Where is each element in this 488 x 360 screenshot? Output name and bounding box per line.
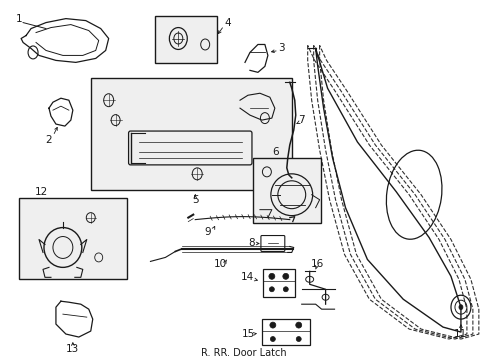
Text: 15: 15 xyxy=(241,329,254,339)
Ellipse shape xyxy=(458,305,462,310)
Text: 13: 13 xyxy=(66,344,80,354)
Ellipse shape xyxy=(269,322,275,328)
Text: 6: 6 xyxy=(272,147,279,157)
Ellipse shape xyxy=(269,287,274,292)
Ellipse shape xyxy=(283,287,288,292)
Text: 9: 9 xyxy=(204,226,211,237)
Text: 2: 2 xyxy=(45,135,52,145)
Text: 14: 14 xyxy=(240,272,253,282)
Bar xyxy=(263,269,294,297)
Text: R. RR. Door Latch: R. RR. Door Latch xyxy=(201,348,286,358)
Text: 11: 11 xyxy=(453,329,467,339)
Text: 5: 5 xyxy=(191,195,198,205)
Text: 3: 3 xyxy=(278,44,285,53)
Text: 1: 1 xyxy=(16,14,22,24)
Text: 7: 7 xyxy=(298,115,305,125)
Text: 12: 12 xyxy=(34,187,47,197)
Text: 4: 4 xyxy=(224,18,231,28)
FancyBboxPatch shape xyxy=(155,15,217,63)
FancyBboxPatch shape xyxy=(91,78,291,190)
Ellipse shape xyxy=(282,273,288,279)
Bar xyxy=(262,319,309,345)
Ellipse shape xyxy=(270,337,275,342)
Ellipse shape xyxy=(296,337,301,342)
Text: 10: 10 xyxy=(213,260,226,269)
Text: 16: 16 xyxy=(310,260,324,269)
FancyBboxPatch shape xyxy=(252,158,320,222)
Text: 8: 8 xyxy=(248,238,255,248)
Ellipse shape xyxy=(268,273,274,279)
Ellipse shape xyxy=(295,322,301,328)
FancyBboxPatch shape xyxy=(19,198,126,279)
